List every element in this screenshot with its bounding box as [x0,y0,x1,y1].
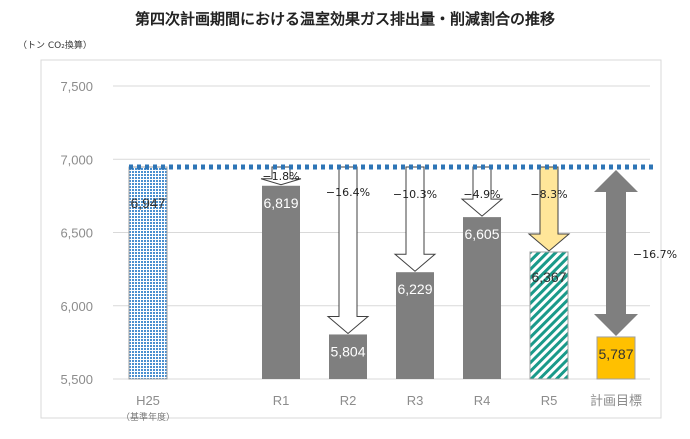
reduction-arrow [393,166,437,272]
reduction-label: −16.4% [326,186,370,199]
data-label: 5,787 [598,346,633,362]
x-tick-label: R5 [541,393,558,408]
data-label: 5,804 [330,343,365,359]
reduction-label: −1.8% [262,170,299,183]
x-tick-label: H25 [136,393,160,408]
data-label: 6,819 [263,195,298,211]
y-axis-unit: （トン CO₂換算） [18,41,92,51]
data-label: 6,367 [531,269,566,285]
x-tick-label: R3 [407,393,424,408]
y-tick-label: 6,000 [60,299,93,314]
reduction-label: −8.3% [530,188,567,201]
reduction-arrow [326,166,370,335]
y-tick-label: 7,000 [60,152,93,167]
bar [128,166,168,380]
y-tick-label: 6,500 [60,226,93,241]
reduction-label: −4.9% [463,188,500,201]
bar [596,336,636,380]
data-label: 6,947 [130,195,165,211]
reduction-label: −10.3% [393,188,437,201]
x-tick-label: R4 [474,393,491,408]
x-tick-label: R1 [273,393,290,408]
double-arrow [594,170,638,336]
data-label: 6,605 [464,226,499,242]
reduction-label: −16.7% [633,248,677,261]
data-label: 6,229 [397,281,432,297]
bar [262,185,300,379]
x-tick-label: 計画目標 [590,393,642,408]
chart-title: 第四次計画期間における温室効果ガス排出量・削減割合の推移 [134,10,555,28]
x-tick-label: R2 [340,393,357,408]
chart-border [40,59,662,419]
y-tick-label: 7,500 [60,79,93,94]
x-tick-sublabel: （基準年度） [121,411,175,423]
bar [529,251,569,380]
bar [463,217,501,379]
bar [329,334,367,379]
y-tick-label: 5,500 [60,372,93,387]
bar [396,272,434,379]
reduction-arrow [460,166,504,217]
reduction-arrow [527,166,571,252]
